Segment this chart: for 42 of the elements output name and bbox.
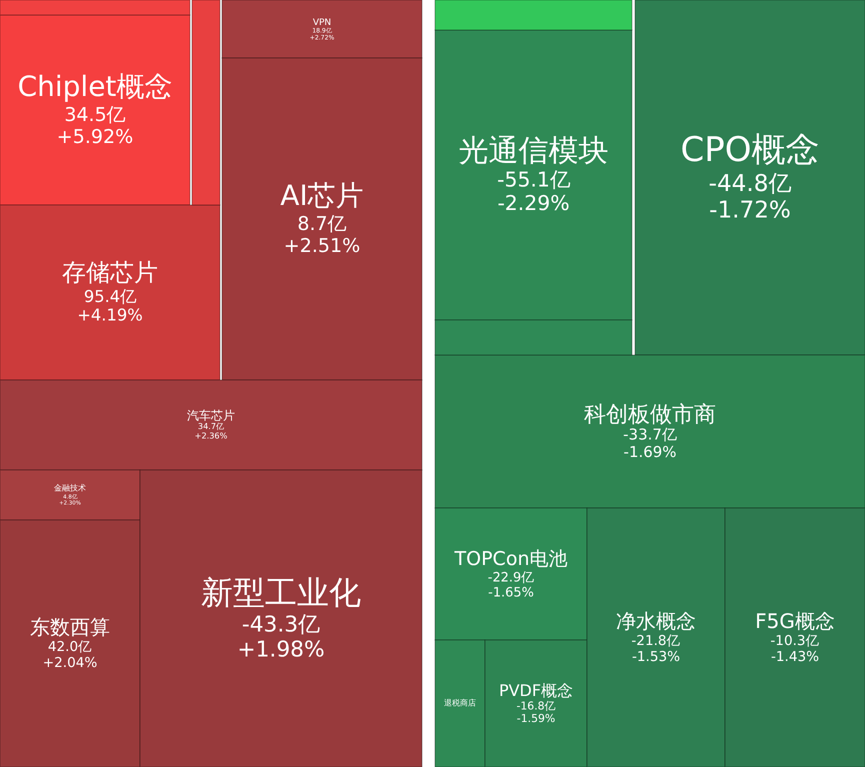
category-label: 汽车芯片 (187, 408, 235, 423)
data-label: -10.3亿 (770, 633, 820, 650)
data-label: -2.29% (497, 190, 570, 215)
category-label: 光通信模块 (458, 134, 608, 169)
category-label: 存储芯片 (62, 258, 158, 287)
data-label: -1.65% (488, 585, 534, 600)
data-label: +2.51% (284, 235, 360, 258)
data-label: +2.04% (42, 654, 98, 671)
data-label: -16.8亿 (516, 699, 556, 712)
category-label: 退税商店 (444, 698, 476, 708)
category-label: VPN (312, 18, 332, 28)
data-label: -1.72% (709, 197, 791, 224)
category-label: 金融技术 (54, 484, 86, 493)
category-label: CPO概念 (680, 130, 820, 170)
data-label: -1.69% (624, 442, 676, 461)
category-label: F5G概念 (755, 608, 835, 633)
category-label: 新型工业化 (201, 573, 361, 612)
data-label: 8.7亿 (297, 213, 347, 236)
data-label: -22.9亿 (488, 570, 534, 586)
category-label: 净水概念 (616, 608, 696, 633)
category-label: PVDF概念 (498, 680, 574, 700)
category-label: AI芯片 (280, 179, 364, 212)
data-label: +5.92% (56, 126, 134, 148)
category-label: TOPCon电池 (454, 548, 568, 570)
data-label: -1.43% (770, 648, 820, 665)
data-label: 34.5亿 (64, 104, 126, 126)
data-label: +1.98% (237, 637, 325, 662)
data-label: -1.59% (516, 712, 556, 725)
category-label: 科创板做市商 (584, 402, 716, 428)
data-label: -1.53% (632, 648, 680, 665)
category-label: 东数西算 (30, 614, 110, 639)
data-label: 95.4亿 (84, 286, 136, 306)
data-label: -21.8亿 (631, 633, 681, 650)
data-label: +4.19% (77, 306, 143, 325)
data-label: -33.7亿 (623, 426, 677, 444)
category-label: Chiplet概念 (18, 70, 172, 104)
data-label: +2.36% (194, 430, 228, 441)
data-label: -43.3亿 (242, 612, 320, 638)
data-label: -55.1亿 (497, 168, 570, 192)
data-label: 34.7亿 (198, 421, 224, 432)
data-label: -44.8亿 (708, 170, 792, 197)
data-label: 42.0亿 (48, 639, 92, 656)
